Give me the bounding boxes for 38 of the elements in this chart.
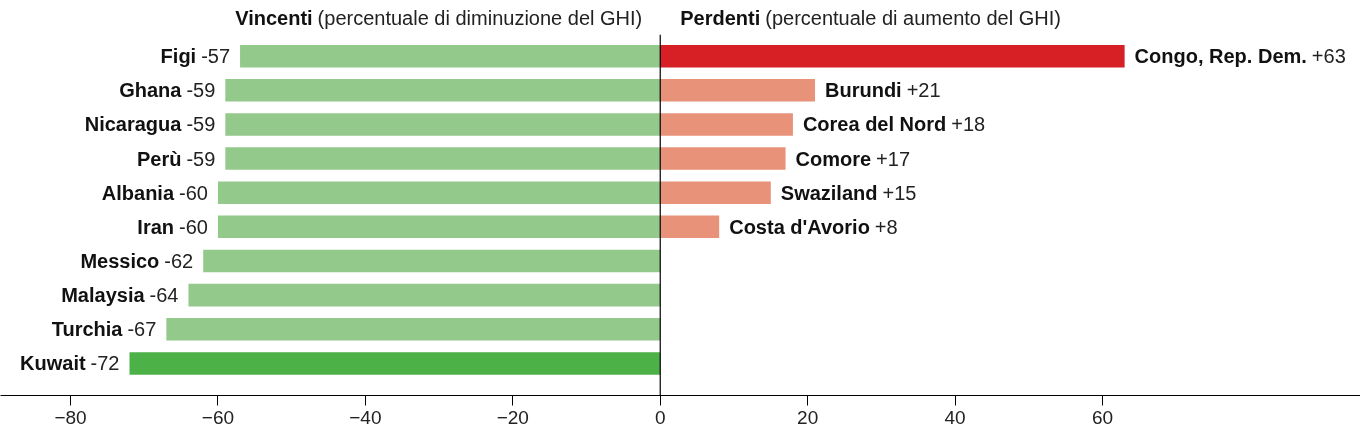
y-tick-label: Ghana [119,79,183,102]
data-label: -57 [201,45,231,68]
x-tick-label: 0 [654,406,666,428]
y-tick-label: Albania [101,181,175,204]
series-label: Perdenti [680,6,761,29]
data-label: -64 [149,284,179,307]
y-tick-label: Turchia [51,318,124,341]
y-tick-label: Kuwait [20,352,86,375]
y-tick-label: Perù [136,147,182,170]
x-tick-label: 60 [1091,406,1114,428]
data-label: Swaziland +15 [780,181,917,204]
data-label: -59 [186,79,216,102]
y-tick-label: Nicaragua [84,113,183,136]
y-tick-label: Figi [160,45,197,68]
data-label: Costa d'Avorio +8 [729,215,898,238]
x-tick-label: −80 [54,406,87,428]
text: (percentuale di diminuzione del GHI) [317,6,643,29]
data-label: Corea del Nord +18 [802,113,986,136]
y-tick-label: Malaysia [61,284,146,307]
data-label: Burundi +21 [825,79,941,102]
x-tick-label: −20 [496,406,529,428]
y-tick-label: Iran [137,215,175,238]
data-label: -72 [90,352,120,375]
text: (percentuale di aumento del GHI) [765,6,1061,29]
x-tick-label: −40 [349,406,382,428]
data-label: -60 [179,215,208,238]
series-label: Vincenti [235,6,313,29]
data-label: Comore +17 [795,147,911,170]
data-label: -67 [127,318,157,341]
x-tick-label: 40 [944,406,966,428]
data-label: Congo, Rep. Dem. +63 [1134,45,1346,68]
data-label: -59 [186,147,216,170]
x-tick-label: −60 [201,406,235,428]
data-label: -60 [179,181,208,204]
x-tick-label: 20 [797,406,819,428]
data-label: -62 [164,249,194,272]
data-label: -59 [186,113,216,136]
y-tick-label: Messico [80,249,160,272]
